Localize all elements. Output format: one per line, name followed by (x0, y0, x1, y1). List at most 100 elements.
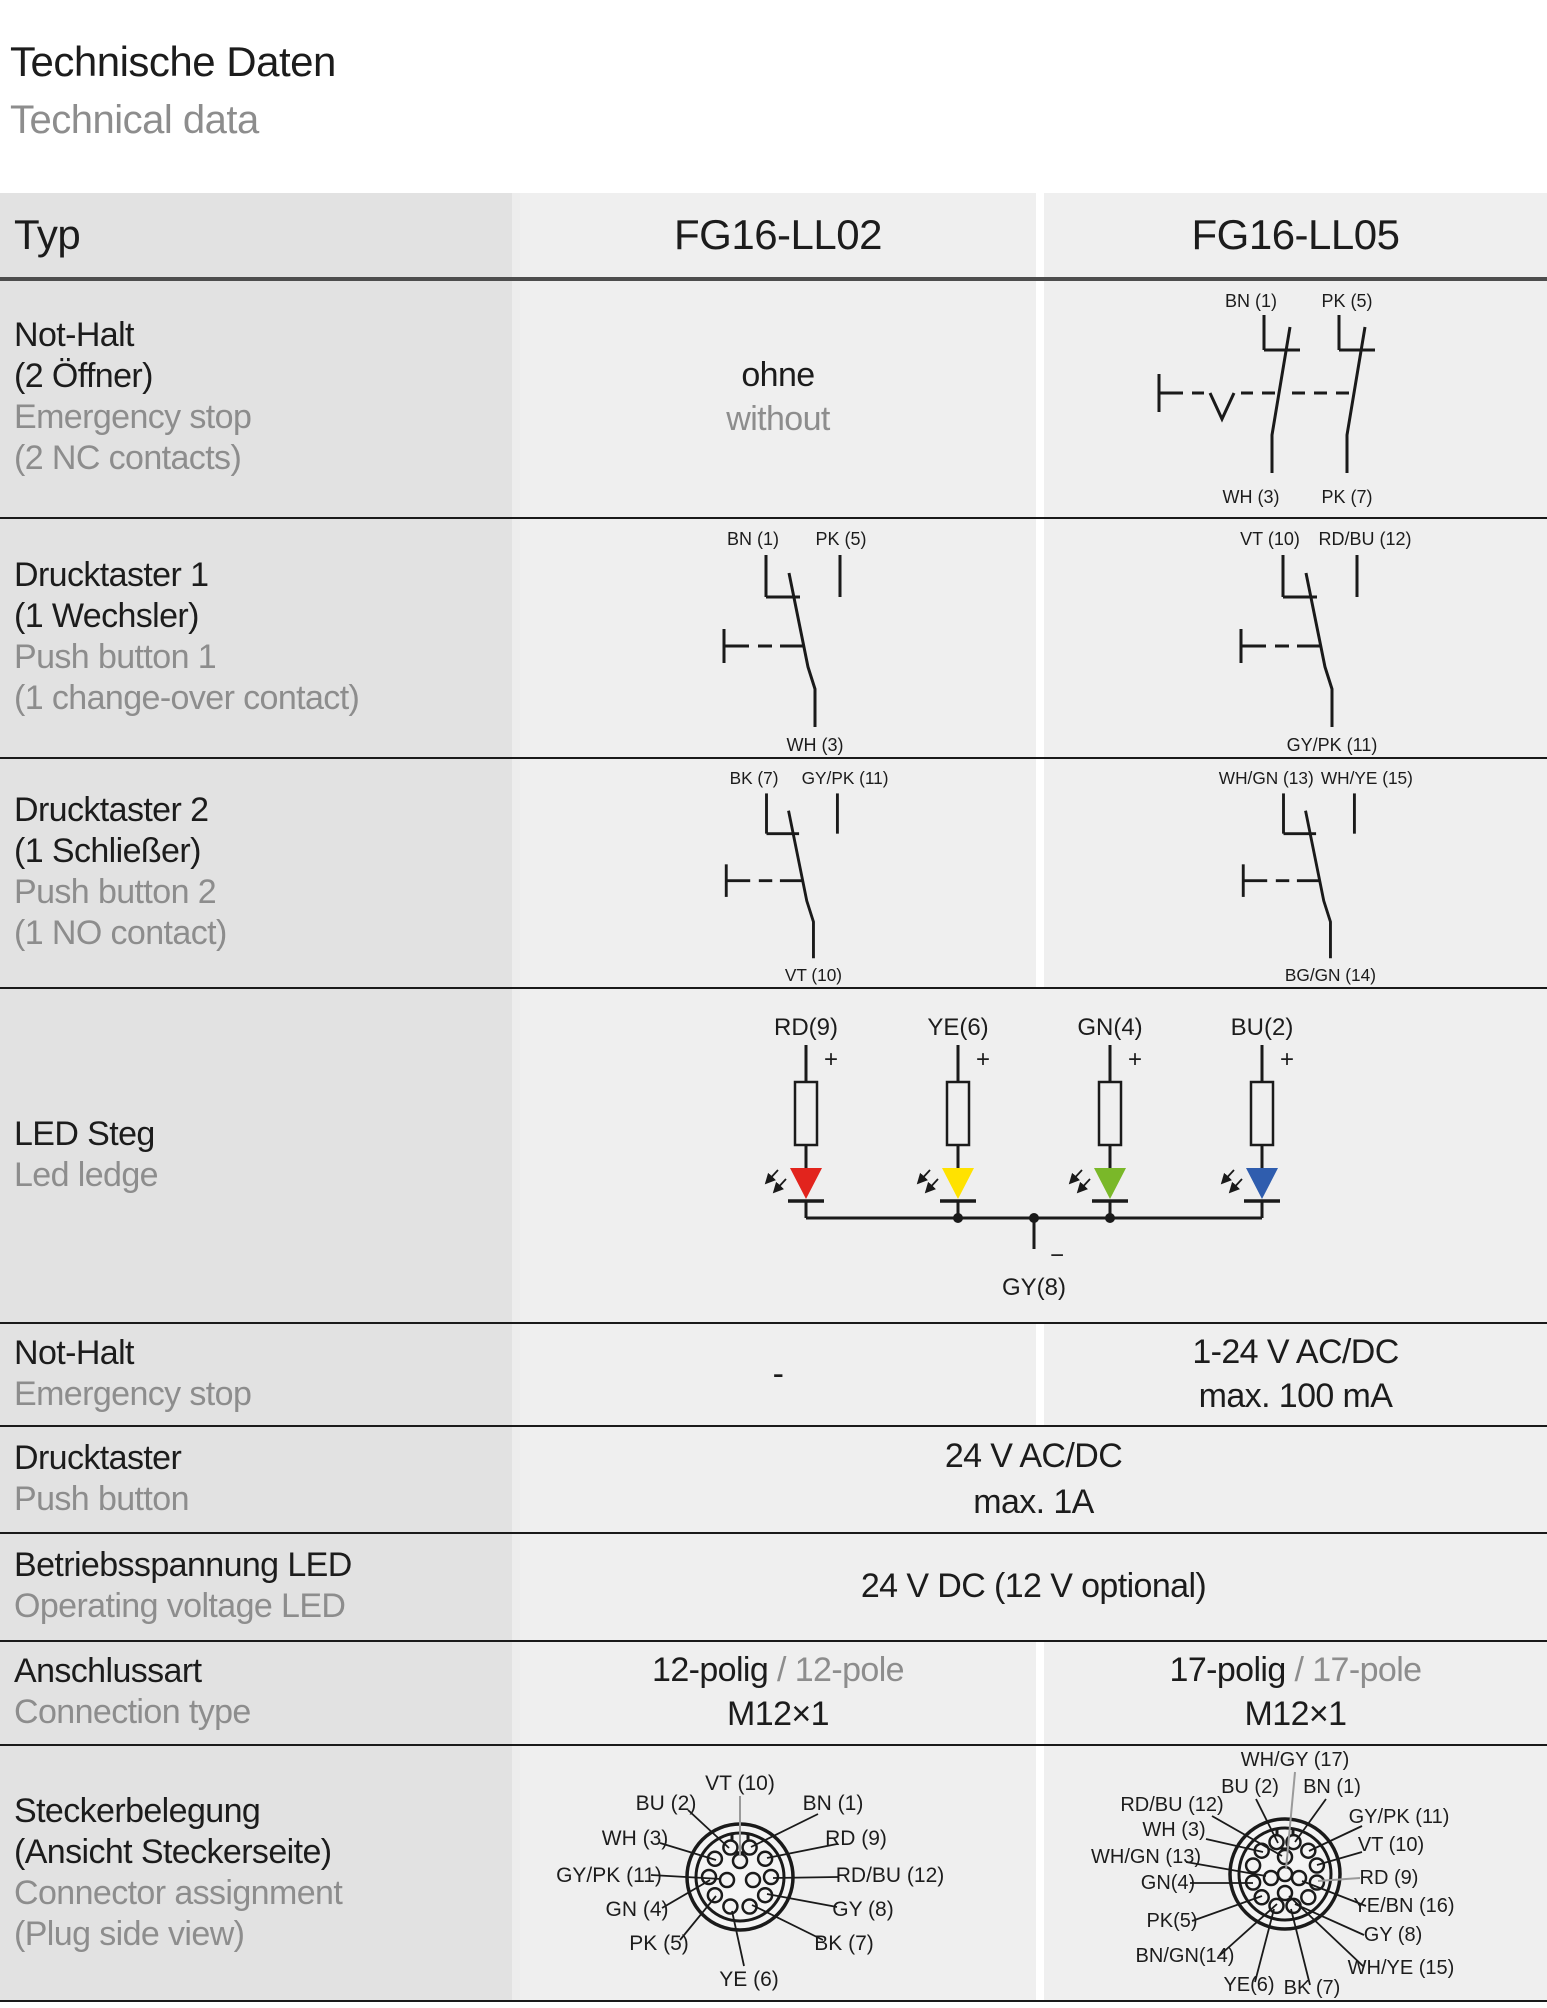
led-branch-green: GN(4) + (1068, 1014, 1143, 1218)
connector-pin-label: RD/BU (12) (836, 1864, 945, 1887)
plus-sign: + (1128, 1046, 1142, 1073)
row-separator (0, 1322, 1547, 1324)
label-1-schliesser: (1 Schließer) (14, 832, 201, 870)
row-label-estop-rating: Not-Halt Emergency stop (0, 1322, 512, 1425)
pin-label: PK (5) (1321, 291, 1372, 311)
estop-latch-notch (1208, 392, 1236, 423)
row-separator (0, 1532, 1547, 1534)
pin-label: BK (7) (730, 768, 779, 788)
moving-arm (787, 572, 817, 727)
connector-diagram-17pin: WH/GY (17) BU (2) BN (1) RD/BU (12) GY/P… (1091, 1749, 1455, 1999)
label-connection-type-en: Connection type (14, 1693, 251, 1731)
header-cell-fg16-ll05: FG16-LL05 (1044, 193, 1547, 277)
push-button-1-circuit-ll02: BN (1) PK (5) WH (3) (722, 529, 867, 755)
connector-pin-label: BU (2) (1221, 1776, 1279, 1798)
row-separator (0, 1744, 1547, 1746)
pin-label: WH/YE (15) (1321, 768, 1413, 788)
label-betriebsspannung: Betriebsspannung LED (14, 1546, 352, 1584)
cell-estop-rating-ll02: - (520, 1322, 1036, 1425)
connector-pin-label: VT (10) (705, 1772, 775, 1795)
row-separator (0, 757, 1547, 759)
led-branch-blue: BU(2) + (1220, 1014, 1294, 1218)
connector-pin-label: BK (7) (1284, 1977, 1341, 1999)
led-pin-label: YE(6) (927, 1014, 988, 1041)
cell-pb1-ll05 (1044, 517, 1547, 757)
label-drucktaster-v: Drucktaster (14, 1438, 182, 1477)
pin-label: VT (10) (785, 965, 842, 985)
led-voltage-value: 24 V DC (12 V optional) (860, 1567, 1207, 1605)
row-label-connection-type: Anschlussart Connection type (0, 1640, 512, 1744)
row-label-led-ledge: LED Steg Led ledge (0, 987, 512, 1322)
pin-label: GY/PK (11) (802, 768, 889, 788)
label-not-halt-v: Not-Halt (14, 1333, 135, 1372)
connector-pin-label: BU (2) (636, 1792, 697, 1815)
pushbutton-current: max. 1A (973, 1482, 1094, 1521)
led-pin-label: GN(4) (1077, 1014, 1142, 1041)
row-separator (0, 1425, 1547, 1427)
header-cell-fg16-ll02: FG16-LL02 (520, 193, 1036, 277)
junction-dot (1105, 1213, 1115, 1223)
minus-sign: − (1050, 1242, 1064, 1269)
connector-pin-label: WH/GN (13) (1091, 1846, 1201, 1868)
connector-pin-label: GN (4) (606, 1898, 669, 1921)
pole-count-de: 17-polig (1169, 1651, 1287, 1689)
plus-sign: + (824, 1046, 838, 1073)
emergency-stop-circuit-diagram: BN (1) PK (5) WH (3) PK (7) (1157, 291, 1375, 507)
label-push-button-2-en: Push button 2 (14, 873, 217, 911)
label-drucktaster-2: Drucktaster 2 (14, 791, 209, 829)
value-dash: - (772, 1354, 784, 1393)
thread-size: M12×1 (1244, 1695, 1348, 1733)
connector-pin-label: GY (8) (1364, 1924, 1423, 1946)
pole-count-en: / 17-pole (1285, 1651, 1423, 1689)
connector-pin-label: YE(6) (1223, 1974, 1274, 1996)
label-2-nc-contacts: (2 NC contacts) (14, 439, 242, 477)
row-label-emergency-stop: Not-Halt (2 Öffner) Emergency stop (2 NC… (0, 277, 512, 517)
contact1-moving-arm (1270, 326, 1292, 473)
connector-pin-label: RD (9) (825, 1827, 887, 1850)
label-push-button-v: Push button (14, 1479, 189, 1518)
page-title-english: Technical data (10, 98, 259, 142)
cell-estop-ll02: ohne without (520, 277, 1036, 517)
cell-connection-ll02: 12-polig / 12-pole M12×1 (520, 1640, 1036, 1744)
pin-label: WH (3) (1223, 487, 1280, 507)
typ-label: Typ (14, 211, 81, 258)
thread-size: M12×1 (727, 1695, 830, 1733)
label-2-oeffner: (2 Öffner) (14, 357, 153, 395)
connector-pin-label: YE/BN (16) (1353, 1895, 1454, 1917)
label-drucktaster-1: Drucktaster 1 (14, 556, 209, 594)
row-label-led-voltage: Betriebsspannung LED Operating voltage L… (0, 1532, 512, 1640)
cell-pushbutton-rating: 24 V AC/DC max. 1A (520, 1425, 1547, 1532)
label-push-button-1-en: Push button 1 (14, 638, 217, 676)
model-name-ll05: FG16-LL05 (1191, 211, 1400, 258)
cell-estop-rating-ll05: 1-24 V AC/DC max. 100 mA (1044, 1322, 1547, 1425)
label-plug-side-view: (Plug side view) (14, 1915, 245, 1953)
header-separator-line (0, 277, 1547, 281)
column-gap-strip (512, 193, 520, 2002)
connector-pin-label: BN (1) (1303, 1776, 1361, 1798)
connector-inner-ring (1237, 1826, 1333, 1922)
connector-pin-label: BN/GN(14) (1136, 1945, 1235, 1967)
pin-label: BN (1) (727, 529, 779, 549)
row-label-connector-assignment: Steckerbelegung (Ansicht Steckerseite) C… (0, 1744, 512, 2002)
row-separator (0, 517, 1547, 519)
row-separator (0, 1640, 1547, 1642)
connector-pin-label: RD/BU (12) (1120, 1794, 1223, 1816)
row-separator (0, 987, 1547, 989)
pole-count-en: / 12-pole (768, 1651, 905, 1689)
label-emergency-stop-en: Emergency stop (14, 398, 252, 436)
plus-sign: + (976, 1046, 990, 1073)
led-triangle-yellow (942, 1168, 974, 1199)
pushbutton-voltage: 24 V AC/DC (944, 1436, 1123, 1475)
push-button-2-circuit-ll02: BK (7) GY/PK (11) VT (10) (724, 768, 889, 985)
label-change-over-contact: (1 change-over contact) (14, 679, 360, 717)
contact2-moving-arm (1345, 326, 1367, 473)
page-title-german: Technische Daten (10, 38, 336, 85)
pin-label: VT (10) (1240, 529, 1300, 549)
connector-pin-label: WH (3) (602, 1827, 669, 1850)
pin-label: WH/GN (13) (1219, 768, 1314, 788)
connector-pin-label: PK(5) (1146, 1910, 1197, 1932)
connector-pin-label: PK (5) (629, 1932, 689, 1955)
connector-pin-label: GN(4) (1141, 1872, 1195, 1894)
value-without: without (726, 400, 830, 438)
table-bottom-line (0, 2000, 1547, 2002)
